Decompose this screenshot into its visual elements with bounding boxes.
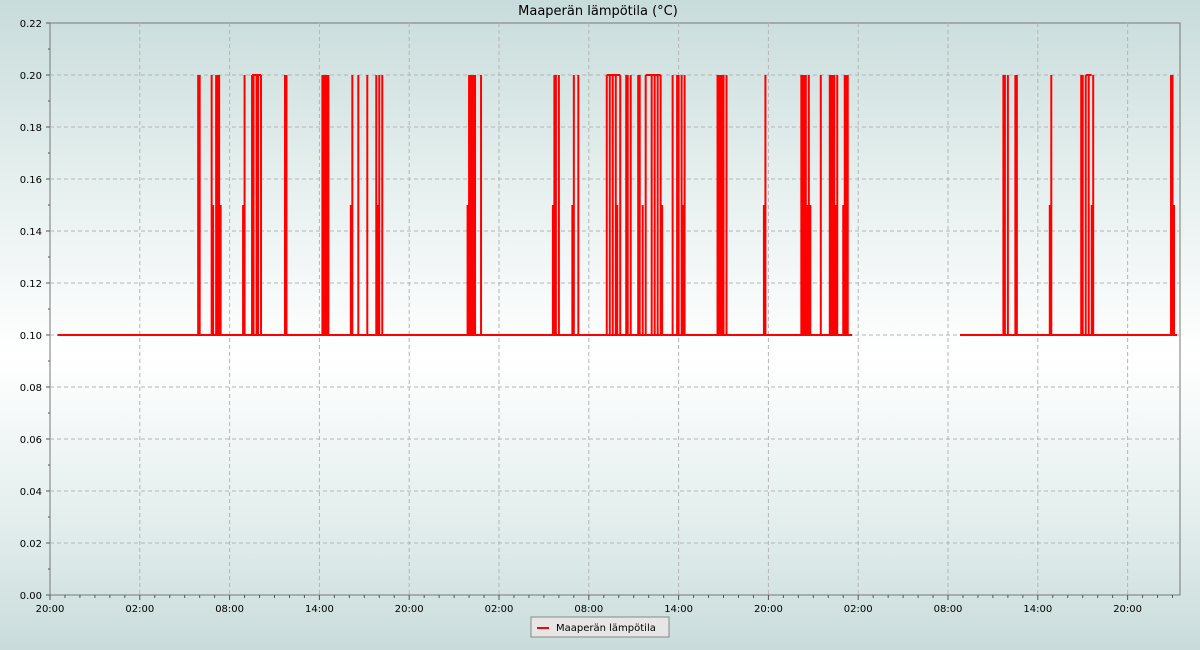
legend[interactable]: Maaperän lämpötila	[530, 616, 670, 638]
chart-title: Maaperän lämpötila (°C)	[518, 4, 678, 19]
y-tick-label: 0.20	[20, 71, 42, 82]
y-axis-ticks: 0.00 0.02 0.04 0.06 0.08 0.10 0.12 0.14 0.16 0.18…	[20, 19, 50, 602]
x-tick-label: 14:00	[305, 604, 334, 615]
legend-label: Maaperän lämpötila	[556, 623, 656, 634]
x-tick-label: 14:00	[664, 604, 693, 615]
x-tick-label: 14:00	[1023, 604, 1052, 615]
x-tick-label: 20:00	[1113, 604, 1142, 615]
y-tick-label: 0.02	[20, 539, 42, 550]
x-tick-label: 20:00	[754, 604, 783, 615]
x-tick-label: 20:00	[395, 604, 424, 615]
y-tick-label: 0.10	[20, 331, 42, 342]
series-group	[57, 74, 1178, 336]
grid	[50, 23, 1180, 595]
x-tick-label: 08:00	[934, 604, 963, 615]
y-tick-label: 0.18	[20, 123, 42, 134]
y-tick-label: 0.12	[20, 279, 42, 290]
x-tick-label: 02:00	[125, 604, 154, 615]
y-tick-label: 0.14	[20, 227, 42, 238]
y-tick-label: 0.08	[20, 383, 42, 394]
x-tick-label: 02:00	[485, 604, 514, 615]
y-tick-label: 0.22	[20, 19, 42, 30]
x-tick-label: 08:00	[215, 604, 244, 615]
y-tick-label: 0.16	[20, 175, 42, 186]
x-tick-label: 08:00	[574, 604, 603, 615]
x-tick-label: 02:00	[844, 604, 873, 615]
y-tick-label: 0.06	[20, 435, 42, 446]
y-tick-label: 0.00	[20, 591, 42, 602]
x-tick-label: 20:00	[36, 604, 65, 615]
x-axis-ticks: 20:00 02:00 08:00 14:00 20:00 02:00 08:00 14:00…	[36, 595, 1174, 615]
legend-box	[530, 616, 670, 638]
y-tick-label: 0.04	[20, 487, 42, 498]
